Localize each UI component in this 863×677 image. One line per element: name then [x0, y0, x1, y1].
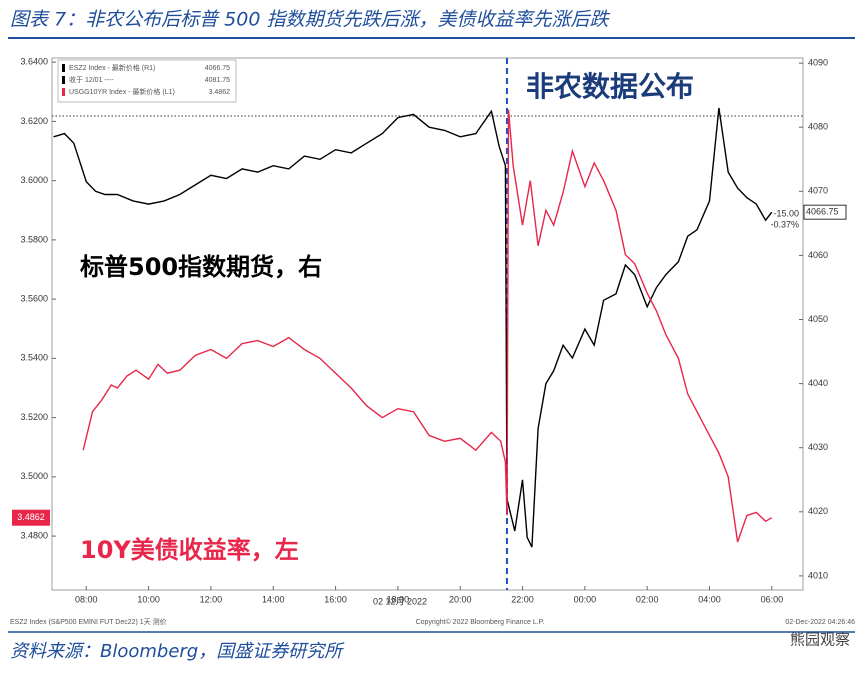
y2-tick-label: 4090 — [808, 58, 828, 68]
footer-center: Copyright© 2022 Bloomberg Finance L.P. — [416, 618, 545, 626]
x-tick-label: 14:00 — [262, 594, 285, 604]
x-tick-label: 00:00 — [574, 594, 597, 604]
change-label: -15.00 — [773, 209, 799, 219]
series-callout: 标普500指数期货，右 — [80, 253, 322, 281]
legend-box — [57, 59, 237, 103]
y-tick-label: 3.4800 — [20, 530, 48, 540]
x-tick-label: 20:00 — [449, 594, 472, 604]
y-tick-label: 3.5800 — [20, 234, 48, 244]
y-tick-label: 3.5400 — [20, 353, 48, 363]
x-tick-label: 04:00 — [698, 594, 721, 604]
legend-value: 4066.75 — [205, 65, 230, 72]
y-tick-label: 3.6000 — [20, 175, 48, 185]
last-value-label: 3.4862 — [17, 512, 45, 522]
y2-tick-label: 4040 — [808, 378, 828, 388]
last-value-label: 4066.75 — [806, 207, 839, 217]
source: 资料来源：Bloomberg，国盛证券研究所 — [10, 641, 345, 662]
legend-label: ESZ2 Index - 最新价格 (R1) — [69, 63, 155, 72]
y-tick-label: 3.5600 — [20, 293, 48, 303]
change-pct-label: -0.37% — [770, 220, 799, 230]
x-tick-label: 22:00 — [511, 594, 534, 604]
y-tick-label: 3.5000 — [20, 471, 48, 481]
plot-area — [51, 57, 804, 591]
legend-value: 3.4862 — [209, 89, 231, 96]
legend-swatch — [62, 64, 65, 72]
y2-tick-label: 4050 — [808, 314, 828, 324]
last-value-box — [12, 509, 50, 526]
x-tick-label: 18:00 — [387, 594, 410, 604]
x-tick-label: 02:00 — [636, 594, 659, 604]
legend-swatch — [62, 76, 65, 84]
x-tick-label: 08:00 — [75, 594, 98, 604]
legend-label: 收于 12/01 ---- — [69, 75, 114, 84]
y-tick-label: 3.5200 — [20, 412, 48, 422]
event-label: 非农数据公布 — [526, 70, 694, 103]
legend-swatch — [62, 88, 65, 96]
date-label: 02 12月 2022 — [373, 596, 427, 606]
watermark: 熊园观察 — [790, 631, 850, 649]
x-tick-label: 10:00 — [137, 594, 160, 604]
y2-tick-label: 4030 — [808, 442, 828, 452]
y2-tick-label: 4080 — [808, 122, 828, 132]
y2-tick-label: 4020 — [808, 506, 828, 516]
x-tick-label: 12:00 — [200, 594, 223, 604]
series-line — [82, 109, 773, 543]
footer-left: ESZ2 Index (S&P500 EMINI FUT Dec22) 1天 测… — [10, 618, 167, 626]
last-value-box — [803, 204, 847, 220]
y-tick-label: 3.6200 — [20, 116, 48, 126]
chart-title: 图表 7：非农公布后标普 500 指数期货先跌后涨，美债收益率先涨后跌 — [10, 9, 610, 31]
x-tick-label: 06:00 — [761, 594, 784, 604]
series-callout: 10Y美债收益率，左 — [80, 536, 299, 564]
y-tick-label: 3.6400 — [20, 57, 48, 67]
y2-tick-label: 4060 — [808, 250, 828, 260]
x-tick-label: 16:00 — [324, 594, 347, 604]
legend-value: 4081.75 — [205, 77, 230, 84]
footer-right: 02-Dec-2022 04:26:46 — [785, 619, 855, 626]
y2-tick-label: 4070 — [808, 186, 828, 196]
series-line — [53, 107, 773, 548]
y2-tick-label: 4010 — [808, 570, 828, 580]
legend-label: USGG10YR Index - 最新价格 (L1) — [69, 87, 175, 96]
